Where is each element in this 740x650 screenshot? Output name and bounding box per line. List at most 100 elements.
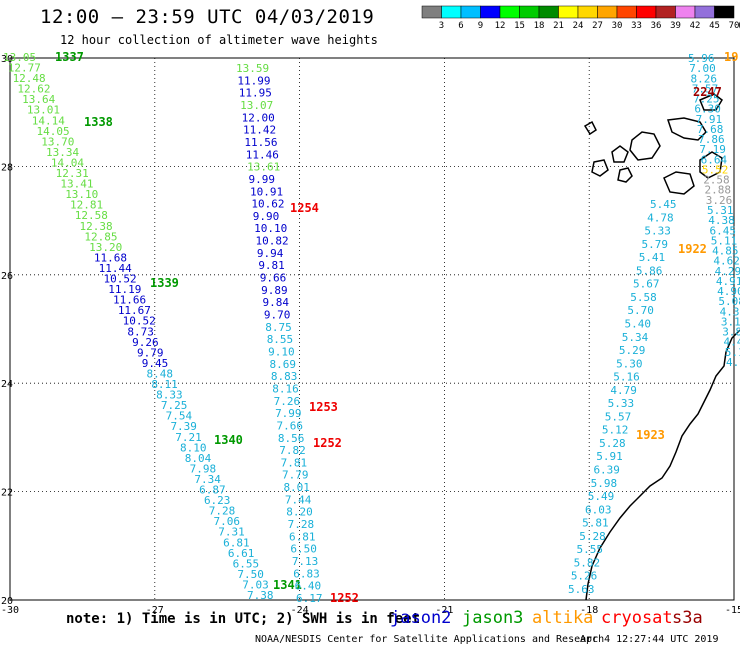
wave-height-value: 5.79 [642,238,669,251]
island-outline [611,145,629,163]
satellite-legend-cryosat: cryosat [601,608,673,628]
wave-height-value: 6.40 [295,580,322,593]
wave-height-value: 13.59 [236,62,269,75]
wave-height-value: 5.12 [602,424,629,437]
wave-height-value: 13.01 [27,104,60,117]
color-scale-swatch [714,5,735,19]
pass-time-label: 1341 [273,578,302,592]
wave-height-value: 8.10 [180,441,207,454]
wave-height-value: 9.26 [132,336,159,349]
page-subtitle: 12 hour collection of altimeter wave hei… [60,33,378,47]
wave-height-value: 7.25 [161,399,188,412]
y-axis-tick-label: 24 [1,379,13,390]
wave-height-value: 3.26 [706,194,733,207]
wave-height-value: 9.79 [137,346,164,359]
wave-height-value: 5.70 [627,304,654,317]
wave-height-value: 8.55 [267,333,294,346]
wave-height-value: 9.45 [142,357,169,370]
wave-height-value: 7.98 [190,462,217,475]
y-axis-tick-label: 22 [1,488,13,499]
wave-height-value: 7.50 [237,568,264,581]
wave-height-value: 5.81 [582,517,609,530]
wave-height-value: 8.83 [271,370,298,383]
color-scale-legend [421,5,735,19]
wave-height-value: 10.52 [123,315,156,328]
wave-height-value: 6.23 [204,494,231,507]
wave-height-value: 9.70 [264,309,291,322]
wave-height-value: 5.33 [644,225,671,238]
wave-height-value: 6.83 [293,567,320,580]
wave-height-value: 7.54 [166,410,193,423]
wave-height-value: 5.55 [576,543,603,556]
satellite-legend-s3a: s3a [672,608,703,628]
wave-height-value: 9.10 [268,345,295,358]
wave-height-value: 7.34 [194,473,221,486]
color-scale-tick-label: 3 [438,21,445,31]
island-outline [617,167,633,183]
wave-height-value: 7.31 [218,526,245,539]
color-scale-tick-label: 70 [728,21,740,31]
wave-height-value: 7.28 [288,518,315,531]
wave-height-value: 5.49 [588,490,615,503]
wave-height-value: 7.38 [247,589,274,602]
wave-height-value: 8.11 [151,378,178,391]
wave-height-value: 7.06 [214,515,241,528]
wave-height-value: 11.68 [94,251,127,264]
wave-height-value: 4.62 [713,255,740,268]
wave-height-value: 8.56 [278,432,305,445]
wave-height-value: 7.25 [693,93,720,106]
wave-height-value: 12.31 [56,167,89,180]
wave-height-value: 10.62 [251,198,284,211]
island-outline [666,117,707,141]
pass-time-label: 1338 [84,115,113,129]
x-axis-tick-label: -24 [291,605,309,616]
wave-height-value: 7.44 [285,493,312,506]
wave-height-value: 12.62 [17,83,50,96]
wave-height-value: 7.91 [696,113,723,126]
wave-height-value: 6.81 [289,530,316,543]
wave-height-value: 7.13 [292,555,319,568]
wave-height-value: 8.75 [265,321,292,334]
wave-height-value: 6.39 [593,464,620,477]
wave-height-value: 7.00 [689,62,716,75]
wave-height-value: 7.21 [175,431,202,444]
wave-height-value: 14.05 [36,125,69,138]
color-scale-tick-label: 36 [650,21,662,31]
wave-height-value: 7.39 [170,420,197,433]
wave-height-value: 5.34 [622,331,649,344]
wave-height-value: 4.78 [647,211,674,224]
x-axis-tick-label: -15 [725,605,740,616]
wave-height-value: 13.70 [41,135,74,148]
wave-height-value: 4.8 [726,356,740,369]
wave-height-value: 4.29 [715,265,740,278]
wave-height-value: 12.58 [75,209,108,222]
color-scale-tick-label: 15 [514,21,525,31]
wave-height-value: 7.19 [699,143,726,156]
wave-height-value: 9.99 [249,173,276,186]
wave-height-value: 6.87 [199,484,226,497]
wave-height-value: 13.05 [3,51,36,64]
wave-height-value: 6.64 [701,153,728,166]
color-scale-unit: (ft) [737,21,740,31]
wave-height-value: 5.30 [616,357,643,370]
wave-height-value: 11.56 [244,136,277,149]
wave-height-value: 6.45 [710,224,737,237]
color-scale-tick-label: 21 [553,21,564,31]
wave-height-value: 9.89 [261,284,288,297]
color-scale-tick-label: 42 [689,21,701,31]
wave-height-value: 14.04 [51,156,84,169]
pass-time-label: 19 [724,50,738,64]
wave-height-value: 8.04 [185,452,212,465]
wave-height-value: 6.30 [694,103,721,116]
color-scale-tick-label: 45 [709,21,720,31]
wave-height-value: 8.20 [286,506,313,519]
pass-time-label: 1337 [55,50,84,64]
wave-height-value: 13.61 [247,161,280,174]
color-scale-tick-label: 6 [458,21,464,31]
wave-height-value: 8.48 [147,367,174,380]
wave-height-value: 11.42 [243,124,276,137]
y-axis-tick-label: 20 [1,596,13,607]
pass-time-label: 1923 [636,428,665,442]
wave-height-value: 6.50 [290,543,317,556]
